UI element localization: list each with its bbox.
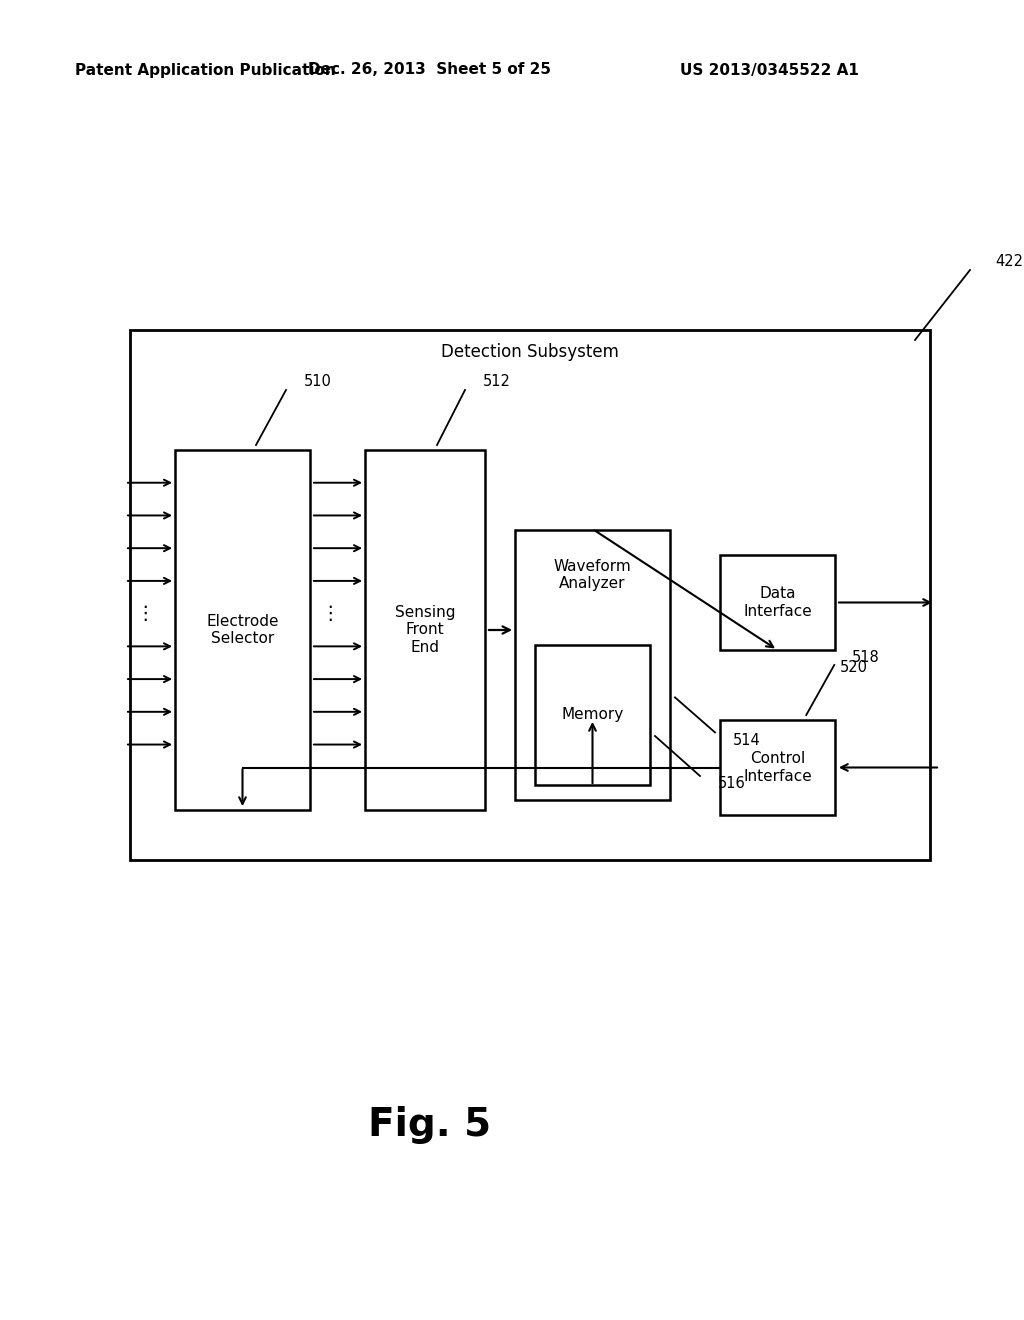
Text: Waveform
Analyzer: Waveform Analyzer	[554, 558, 632, 591]
Text: Control
Interface: Control Interface	[743, 751, 812, 784]
Text: Data
Interface: Data Interface	[743, 586, 812, 619]
Text: Sensing
Front
End: Sensing Front End	[394, 605, 456, 655]
Text: Patent Application Publication: Patent Application Publication	[75, 62, 336, 78]
Text: Detection Subsystem: Detection Subsystem	[441, 343, 618, 360]
Bar	[720, 554, 835, 649]
Text: 422: 422	[995, 255, 1023, 269]
Text: Electrode
Selector: Electrode Selector	[206, 614, 279, 647]
Text: 514: 514	[733, 733, 761, 748]
Text: ⋮: ⋮	[135, 605, 155, 623]
Bar	[720, 719, 835, 814]
Text: Dec. 26, 2013  Sheet 5 of 25: Dec. 26, 2013 Sheet 5 of 25	[308, 62, 552, 78]
Bar	[175, 450, 310, 810]
Bar	[130, 330, 930, 861]
Text: 512: 512	[483, 375, 511, 389]
Text: 520: 520	[840, 660, 868, 676]
Text: ⋮: ⋮	[321, 605, 340, 623]
Bar	[365, 450, 485, 810]
Text: Fig. 5: Fig. 5	[369, 1106, 492, 1144]
Text: US 2013/0345522 A1: US 2013/0345522 A1	[680, 62, 859, 78]
Text: Memory: Memory	[561, 708, 624, 722]
Bar	[515, 531, 670, 800]
Text: 518: 518	[852, 649, 880, 664]
Text: 516: 516	[718, 776, 745, 792]
Text: 510: 510	[304, 375, 332, 389]
Bar	[535, 645, 650, 785]
